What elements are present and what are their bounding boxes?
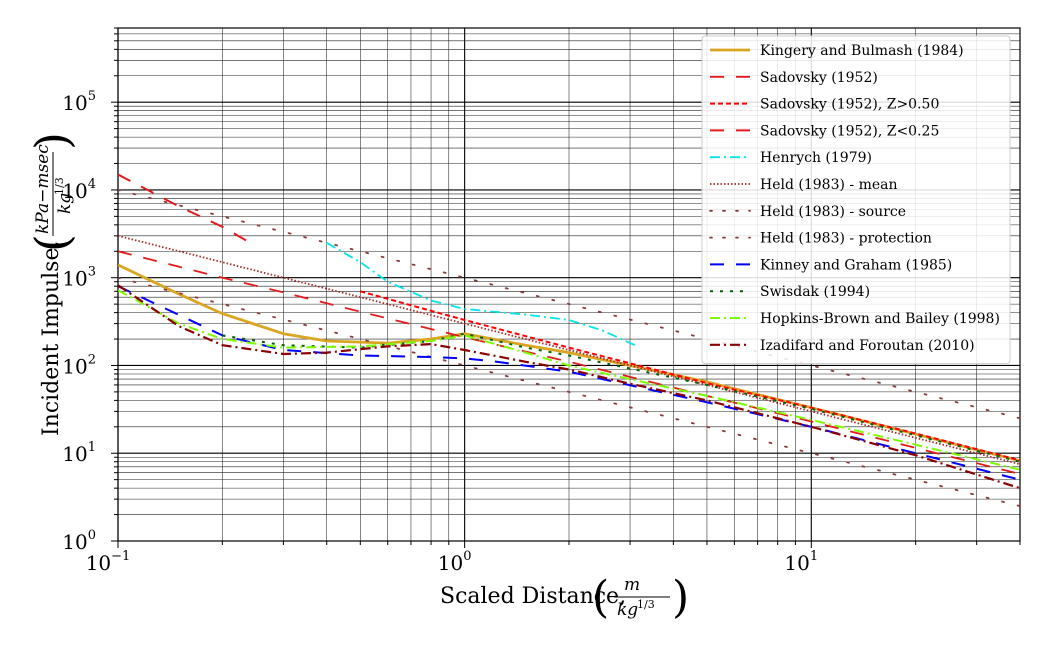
legend-label: Held (1983) - mean (760, 177, 898, 193)
legend-label: Hopkins-Brown and Bailey (1998) (760, 311, 1000, 327)
series-line-6 (118, 234, 1020, 466)
y-tick-label-exponent: 1 (88, 440, 96, 455)
x-tick-label-base: 10 (86, 551, 111, 575)
y-tick-label-exponent: 5 (88, 89, 96, 104)
x-tick-labels: 10−1 100 101 (86, 549, 818, 575)
legend-item: Kingery and Bulmash (1984) (710, 43, 964, 59)
x-axis-unit-denominator: kg (617, 600, 638, 620)
legend-item: Sadovsky (1952), Z>0.50 (710, 97, 939, 113)
x-tick-label-base: 10 (784, 551, 809, 575)
y-axis-unit-numerator: kPa−msec (33, 144, 53, 234)
x-tick-label-base: 10 (438, 551, 463, 575)
legend-label: Swisdak (1994) (760, 284, 870, 300)
y-axis-title: Incident Impulse, ( kPa−msec kg 1/3 ) (25, 132, 79, 436)
x-tick-label-exponent: 1 (810, 549, 818, 564)
x-axis-label: Scaled Distance, (440, 584, 626, 609)
x-tick-label-exponent: −1 (111, 549, 130, 564)
x-tick-label: 101 (784, 549, 818, 575)
legend-label: Sadovsky (1952), Z>0.50 (760, 97, 939, 113)
y-axis-label: Incident Impulse, (39, 241, 64, 436)
legend-item: Kinney and Graham (1985) (710, 257, 952, 273)
x-axis-title: Scaled Distance, ( m kg 1/3 ) (440, 572, 689, 623)
y-tick-label: 103 (62, 265, 96, 291)
y-tick-label-base: 10 (62, 91, 87, 115)
series-layer (118, 173, 1020, 508)
legend-item: Hopkins-Brown and Bailey (1998) (710, 311, 1000, 327)
y-tick-label-base: 10 (62, 179, 87, 203)
y-tick-label: 102 (62, 352, 96, 378)
y-tick-label-base: 10 (62, 442, 87, 466)
y-tick-label-base: 10 (62, 354, 87, 378)
x-tick-label-exponent: 0 (463, 549, 471, 564)
legend-label: Sadovsky (1952), Z<0.25 (760, 123, 939, 139)
y-axis-right-paren: ) (25, 132, 79, 150)
legend-label: Izadifard and Foroutan (2010) (760, 338, 975, 354)
legend-box (701, 35, 1011, 365)
x-axis-left-paren: ( (592, 572, 609, 623)
y-tick-label-base: 10 (62, 267, 87, 291)
legend-item: Swisdak (1994) (710, 284, 870, 300)
y-axis-unit-denominator-exponent: 1/3 (53, 177, 66, 195)
series-line-5 (326, 242, 636, 347)
y-tick-label-exponent: 4 (88, 177, 96, 192)
y-tick-label-exponent: 0 (88, 528, 96, 543)
series-line-1 (118, 263, 1020, 463)
legend-label: Held (1983) - protection (760, 231, 932, 247)
legend-label: Sadovsky (1952) (760, 70, 878, 86)
legend-item: Held (1983) - source (709, 204, 906, 220)
series-line-3 (360, 290, 1020, 462)
y-tick-label: 105 (62, 89, 96, 115)
legend-label: Kinney and Graham (1985) (760, 257, 952, 273)
y-tick-label-exponent: 2 (88, 352, 96, 367)
x-axis-unit-numerator: m (624, 575, 640, 595)
series-line-9 (118, 285, 1020, 481)
series-line-11 (118, 289, 1020, 471)
tick-marks (111, 27, 1021, 548)
series-line-7 (118, 188, 1020, 420)
x-axis-right-paren: ) (672, 572, 689, 623)
legend-item: Izadifard and Foroutan (2010) (710, 338, 975, 354)
legend-item: Sadovsky (1952), Z<0.25 (710, 123, 939, 139)
y-tick-label: 104 (62, 177, 96, 203)
x-tick-label: 10−1 (86, 549, 131, 575)
y-axis-left-paren: ( (25, 234, 79, 252)
y-axis-unit-denominator: kg (55, 193, 75, 214)
x-tick-label: 100 (438, 549, 472, 575)
series-line-8 (118, 276, 1020, 508)
legend-item: Held (1983) - protection (709, 231, 932, 247)
legend: Kingery and Bulmash (1984) Sadovsky (1952… (701, 35, 1011, 365)
legend-item: Held (1983) - mean (710, 177, 898, 193)
legend-label: Held (1983) - source (760, 204, 906, 220)
series-line-4 (118, 173, 257, 247)
legend-label: Henrych (1979) (760, 150, 872, 166)
y-tick-label: 101 (62, 440, 96, 466)
x-axis-unit-denominator-exponent: 1/3 (637, 598, 655, 611)
legend-label: Kingery and Bulmash (1984) (760, 43, 964, 59)
y-tick-label-base: 10 (62, 530, 87, 554)
y-tick-label: 100 (62, 528, 96, 554)
series-line-2 (118, 250, 1020, 475)
series-line-12 (118, 284, 1020, 490)
legend-item: Sadovsky (1952) (710, 70, 878, 86)
y-tick-label-exponent: 3 (88, 265, 96, 280)
legend-item: Henrych (1979) (710, 150, 872, 166)
